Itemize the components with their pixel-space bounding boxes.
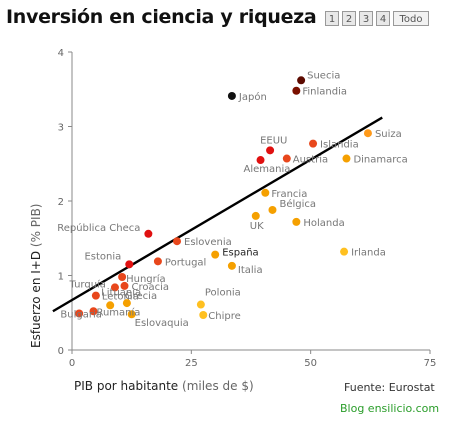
point-label: Holanda — [303, 218, 344, 229]
data-point[interactable] — [91, 291, 100, 300]
point-label: Hungría — [126, 273, 166, 285]
data-point[interactable] — [106, 301, 115, 310]
y-tick-label: 4 — [58, 48, 64, 59]
page-button-1[interactable]: 1 — [325, 11, 339, 26]
point-label: Turquía — [68, 278, 105, 290]
y-tick-label: 1 — [58, 272, 64, 283]
data-point[interactable] — [363, 129, 372, 138]
point-label: Rumanía — [96, 306, 140, 318]
page-button-3[interactable]: 3 — [359, 11, 373, 26]
source-note: Fuente: Eurostat — [344, 381, 435, 394]
data-point[interactable] — [127, 310, 136, 319]
data-point[interactable] — [125, 260, 134, 269]
point-label: España — [222, 248, 258, 259]
page-button-2[interactable]: 2 — [342, 11, 356, 26]
point-label: Letonia — [102, 292, 139, 303]
y-tick-label: 0 — [58, 346, 64, 357]
data-point[interactable] — [196, 300, 205, 309]
point-label: Estonia — [84, 251, 121, 262]
data-point[interactable] — [282, 154, 291, 163]
data-point[interactable] — [297, 76, 306, 85]
point-label: Bélgica — [279, 198, 316, 210]
point-label: UK — [250, 221, 264, 232]
axis-titles: PIB por habitante (miles de $) Esfuerzo e… — [29, 204, 254, 393]
data-point[interactable] — [110, 283, 119, 292]
page-button-all[interactable]: Todo — [393, 11, 429, 26]
data-point[interactable] — [256, 156, 265, 165]
x-tick-label: 25 — [185, 358, 198, 369]
data-point[interactable] — [292, 86, 301, 95]
point-label: Alemania — [244, 164, 291, 175]
data-point[interactable] — [266, 146, 275, 155]
x-tick-label: 50 — [304, 358, 317, 369]
x-tick-label: 75 — [424, 358, 437, 369]
point-label: Grecia — [125, 291, 157, 302]
y-axis-title: Esfuerzo en I+D (% PIB) — [29, 204, 43, 348]
point-label: Suecia — [307, 70, 340, 81]
data-point[interactable] — [122, 299, 131, 308]
point-label: Suiza — [375, 129, 402, 140]
data-point[interactable] — [251, 211, 260, 220]
page-button-4[interactable]: 4 — [376, 11, 390, 26]
data-point[interactable] — [144, 229, 153, 238]
data-point[interactable] — [268, 205, 277, 214]
point-label: Islandia — [320, 140, 359, 151]
data-points — [75, 76, 372, 319]
point-label: Eslovenia — [184, 237, 232, 248]
point-label: Polonia — [205, 288, 241, 299]
data-point[interactable] — [309, 139, 318, 148]
data-point[interactable] — [342, 154, 351, 163]
point-label: Dinamarca — [353, 155, 407, 166]
point-label: Francia — [271, 189, 307, 200]
point-label: Lituania — [101, 287, 141, 298]
x-tick-label: 0 — [69, 358, 75, 369]
point-label: Portugal — [165, 257, 206, 268]
x-axis-title: PIB por habitante (miles de $) — [74, 379, 254, 393]
point-label: Chipre — [208, 311, 241, 322]
point-label: Italia — [238, 265, 263, 276]
data-point[interactable] — [118, 272, 127, 281]
data-point[interactable] — [120, 281, 129, 290]
point-label: República Checa — [57, 222, 140, 234]
point-label: Croacia — [132, 282, 170, 293]
data-point[interactable] — [292, 217, 301, 226]
data-point[interactable] — [340, 247, 349, 256]
point-label: EEUU — [260, 135, 287, 146]
data-point[interactable] — [227, 91, 236, 100]
point-label: Bulgaria — [60, 309, 101, 320]
page-selector: 1 2 3 4 Todo — [325, 11, 429, 26]
point-labels: Suecia Finlandia Japón Suiza Islandia EEUU Aus… — [57, 70, 408, 329]
blog-link[interactable]: Blog ensilicio.com — [340, 402, 440, 415]
data-point[interactable] — [89, 307, 98, 316]
point-label: Eslovaquia — [135, 318, 189, 329]
y-tick-label: 3 — [58, 123, 64, 134]
data-point[interactable] — [211, 250, 220, 259]
data-point[interactable] — [153, 257, 162, 266]
data-point[interactable] — [261, 188, 270, 197]
point-label: Finlandia — [302, 87, 347, 98]
data-point[interactable] — [75, 309, 84, 318]
trend-line — [52, 116, 383, 313]
point-label: Irlanda — [351, 248, 386, 259]
data-point[interactable] — [173, 237, 182, 246]
point-label: Austria — [293, 155, 328, 166]
chart-title: Inversión en ciencia y riqueza — [6, 6, 317, 28]
data-point[interactable] — [227, 261, 236, 270]
data-point[interactable] — [199, 310, 208, 319]
tick-labels: 0 25 50 75 0 1 2 3 4 — [58, 48, 437, 369]
trend-line-group — [52, 116, 383, 313]
y-tick-label: 2 — [58, 197, 64, 208]
point-label: Japón — [238, 91, 267, 103]
